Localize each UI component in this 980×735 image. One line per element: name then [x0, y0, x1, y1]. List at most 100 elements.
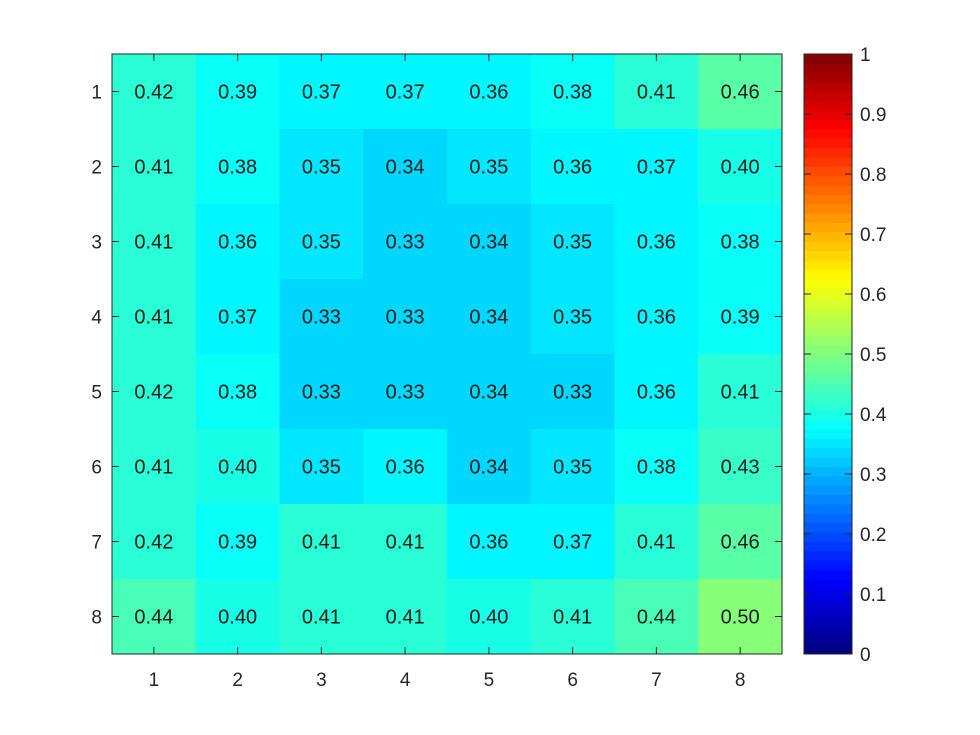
cell-value-label: 0.41: [302, 532, 341, 554]
colorbar-band: [804, 400, 852, 411]
heatmap-cell: [112, 429, 197, 505]
colorbar-band: [804, 119, 852, 130]
colorbar-band: [804, 354, 852, 364]
colorbar-band: [804, 138, 852, 149]
y-tick-label: 6: [91, 458, 102, 479]
colorbar-band: [804, 250, 852, 261]
x-tick-label: 6: [567, 670, 578, 691]
heatmap-cell: [698, 579, 783, 655]
heatmap-cell: [279, 54, 364, 130]
cell-value-label: 0.34: [469, 232, 508, 254]
heatmap-cell: [530, 429, 615, 505]
x-tick-label: 4: [400, 670, 411, 691]
cell-value-label: 0.33: [302, 382, 341, 404]
colorbar-band: [804, 325, 852, 336]
colorbar-band: [804, 597, 852, 608]
heatmap-cell: [195, 504, 280, 580]
colorbar-tick-label: 0.5: [860, 345, 886, 366]
cell-value-label: 0.40: [218, 607, 257, 629]
colorbar-band: [804, 232, 852, 242]
heatmap-cell: [698, 129, 783, 205]
x-tick-label: 1: [149, 670, 160, 691]
cell-value-label: 0.38: [553, 82, 592, 104]
colorbar-band: [804, 204, 852, 214]
cell-value-label: 0.50: [721, 607, 760, 629]
heatmap-cell: [614, 579, 699, 655]
heatmap-cell: [447, 204, 532, 280]
cell-value-label: 0.40: [469, 607, 508, 629]
colorbar-band: [804, 194, 852, 205]
cell-value-label: 0.38: [218, 157, 257, 179]
cell-value-label: 0.35: [302, 457, 341, 479]
heatmap-cell: [279, 129, 364, 205]
heatmap-cell: [698, 429, 783, 505]
heatmap-cell: [698, 504, 783, 580]
colorbar-band: [804, 616, 852, 627]
heatmap-cell: [614, 129, 699, 205]
colorbar-band: [804, 157, 852, 167]
colorbar-band: [804, 560, 852, 571]
colorbar-band: [804, 513, 852, 524]
colorbar-band: [804, 241, 852, 252]
colorbar-band: [804, 447, 852, 458]
colorbar-band: [804, 54, 852, 64]
heatmap-cell: [112, 579, 197, 655]
cell-value-label: 0.41: [386, 607, 425, 629]
colorbar-tick-label: 0.2: [860, 525, 886, 546]
heatmap-cell: [447, 429, 532, 505]
heatmap-cell: [614, 54, 699, 130]
heatmap-cell: [363, 579, 448, 655]
cell-value-label: 0.41: [721, 382, 760, 404]
colorbar-tick-label: 0.3: [860, 465, 886, 486]
cell-value-label: 0.41: [134, 232, 173, 254]
heatmap-cell: [614, 354, 699, 430]
colorbar-band: [804, 372, 852, 383]
colorbar-band: [804, 607, 852, 617]
cell-value-label: 0.38: [721, 232, 760, 254]
colorbar-band: [804, 419, 852, 430]
colorbar-band: [804, 175, 852, 186]
plot-frame: [111, 53, 783, 655]
heatmap-cell: [447, 504, 532, 580]
x-tick-label: 3: [316, 670, 327, 691]
heatmap-cell: [530, 54, 615, 130]
colorbar-band: [804, 279, 852, 289]
cell-value-label: 0.33: [553, 382, 592, 404]
y-tick-label: 7: [91, 533, 102, 554]
cell-value-label: 0.36: [469, 532, 508, 554]
colorbar-band: [804, 391, 852, 402]
heatmap-cell: [195, 579, 280, 655]
colorbar-band: [804, 410, 852, 421]
colorbar-band: [804, 100, 852, 111]
heatmap-cell: [530, 279, 615, 355]
cell-value-label: 0.37: [637, 157, 676, 179]
heatmap-cell: [530, 354, 615, 430]
y-tick-label: 8: [91, 608, 102, 629]
heatmap-cell: [614, 504, 699, 580]
colorbar-tick-label: 0.7: [860, 225, 886, 246]
cell-value-label: 0.46: [721, 532, 760, 554]
heatmap-cell: [279, 429, 364, 505]
cell-value-label: 0.41: [637, 82, 676, 104]
heatmap-cell: [112, 129, 197, 205]
colorbar-band: [804, 82, 852, 92]
cell-value-label: 0.35: [553, 457, 592, 479]
cell-value-label: 0.43: [721, 457, 760, 479]
heatmap-cell: [363, 54, 448, 130]
cell-value-label: 0.36: [553, 157, 592, 179]
colorbar-band: [804, 635, 852, 646]
colorbar-band: [804, 363, 852, 374]
heatmap-cell: [195, 129, 280, 205]
heatmap-cell: [279, 504, 364, 580]
cell-value-label: 0.34: [386, 157, 425, 179]
heatmap-cell: [363, 129, 448, 205]
cell-value-label: 0.35: [302, 157, 341, 179]
colorbar-band: [804, 260, 852, 271]
y-tick-label: 5: [91, 383, 102, 404]
colorbar-band: [804, 185, 852, 196]
heatmap-cell: [195, 429, 280, 505]
heatmap-cell: [279, 579, 364, 655]
cell-value-label: 0.36: [386, 457, 425, 479]
colorbar-band: [804, 485, 852, 496]
